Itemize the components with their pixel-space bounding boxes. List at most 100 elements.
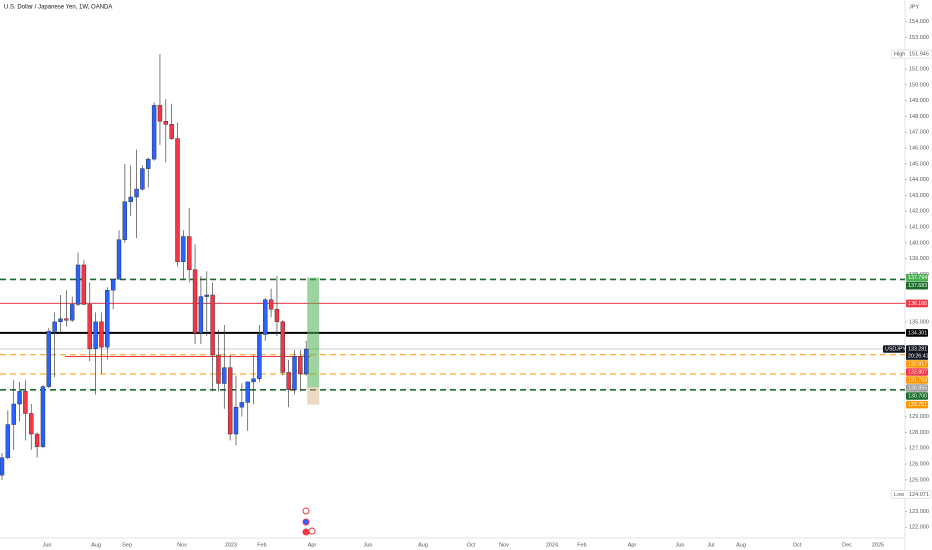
level-label-box	[906, 345, 928, 353]
toolbar-icons[interactable]	[302, 507, 316, 536]
y-tick-label: 146.000	[909, 145, 929, 151]
candle-body	[175, 138, 180, 263]
candle	[87, 282, 92, 362]
candle-body	[40, 386, 46, 447]
candle	[17, 381, 22, 422]
candle-body	[257, 334, 262, 379]
x-tick-label: Jun	[43, 542, 52, 548]
y-tick-label: 145.000	[909, 161, 929, 167]
y-tick-label: 139.000	[909, 256, 929, 262]
candle-body	[75, 264, 81, 305]
candle	[245, 381, 250, 431]
symbol-label: USDJPY	[885, 346, 906, 352]
level-label: 132.807	[908, 369, 927, 375]
candle-body	[192, 269, 198, 334]
icon[interactable]	[302, 507, 310, 515]
candle	[227, 355, 233, 441]
candle-body	[29, 413, 34, 435]
icon[interactable]	[302, 528, 310, 536]
candle	[116, 230, 122, 280]
candle	[204, 271, 209, 337]
level-label-box	[906, 392, 928, 400]
icon[interactable]	[302, 518, 310, 526]
level-label-box	[906, 299, 928, 308]
symbol-tag	[883, 345, 905, 353]
y-tick-label: 122.000	[909, 525, 929, 531]
candle-body	[286, 372, 291, 390]
candle-body	[181, 236, 186, 263]
candle-body	[134, 188, 139, 198]
x-tick-label: Jul	[707, 542, 714, 548]
level-label-box	[906, 281, 928, 290]
candle-body	[23, 391, 28, 414]
x-tick-label: Sep	[122, 542, 132, 548]
candle-body	[245, 381, 250, 403]
candle	[292, 350, 297, 395]
candle-body	[128, 196, 133, 202]
level-label: 137.683	[908, 283, 927, 289]
candle-body	[169, 124, 174, 139]
level-label: 130.700	[908, 393, 927, 399]
candle-body	[81, 264, 87, 305]
icon[interactable]	[308, 527, 316, 535]
y-tick-label: 129.000	[909, 414, 929, 420]
x-tick-label: 2023	[225, 542, 237, 548]
candle	[69, 296, 75, 322]
x-tick-label: 2025	[872, 542, 884, 548]
y-tick-label: 154.000	[909, 19, 929, 25]
y-tick-label: 125.000	[909, 477, 929, 483]
candle	[222, 325, 227, 409]
candle	[286, 359, 291, 408]
x-tick-label: Oct	[467, 542, 476, 548]
candle	[134, 149, 139, 239]
candle	[93, 312, 98, 395]
y-tick-label: 141.000	[909, 224, 929, 230]
candle	[233, 375, 239, 446]
level-label: 134.301	[908, 330, 927, 336]
candle	[192, 244, 198, 344]
y-tick-label: 148.000	[909, 114, 929, 120]
candle	[239, 383, 245, 417]
candle	[210, 282, 215, 392]
candle-body	[222, 367, 227, 384]
level-label-box	[906, 376, 928, 384]
x-tick-label: Jun	[676, 542, 685, 548]
candle	[105, 287, 110, 360]
candle	[64, 290, 69, 327]
candle	[198, 276, 204, 344]
countdown-box	[906, 352, 928, 360]
candle-body	[110, 278, 116, 291]
candle-body	[122, 201, 128, 240]
candle	[34, 432, 40, 458]
candle-body	[163, 120, 169, 125]
level-label-box	[906, 360, 928, 368]
candle	[280, 320, 285, 376]
candle-body	[64, 318, 69, 321]
candle-body	[198, 296, 204, 334]
currency-label: JPY	[909, 4, 919, 10]
y-tick-label: 128.000	[909, 430, 929, 436]
candle-body	[304, 348, 309, 375]
candle-body	[233, 406, 239, 435]
level-label-box	[906, 273, 928, 282]
x-tick-label: Feb	[577, 542, 586, 548]
candle-body	[116, 239, 122, 280]
x-tick-label: Aug	[418, 542, 428, 548]
candle	[298, 350, 303, 392]
candle	[99, 312, 104, 374]
y-tick-label: 143.000	[909, 193, 929, 199]
y-tick-label: 140.000	[909, 240, 929, 246]
y-tick-label: 149.000	[909, 98, 929, 104]
candle-body	[69, 304, 75, 321]
candle-body	[216, 354, 221, 384]
candle-body	[105, 290, 110, 348]
y-tick-label: 127.000	[909, 446, 929, 452]
candle-body	[292, 356, 297, 390]
candle-body	[93, 321, 98, 349]
y-tick-label: 144.000	[909, 177, 929, 183]
candle	[11, 380, 16, 450]
candle	[140, 165, 145, 191]
position-stop	[307, 387, 320, 405]
candle	[40, 385, 46, 449]
